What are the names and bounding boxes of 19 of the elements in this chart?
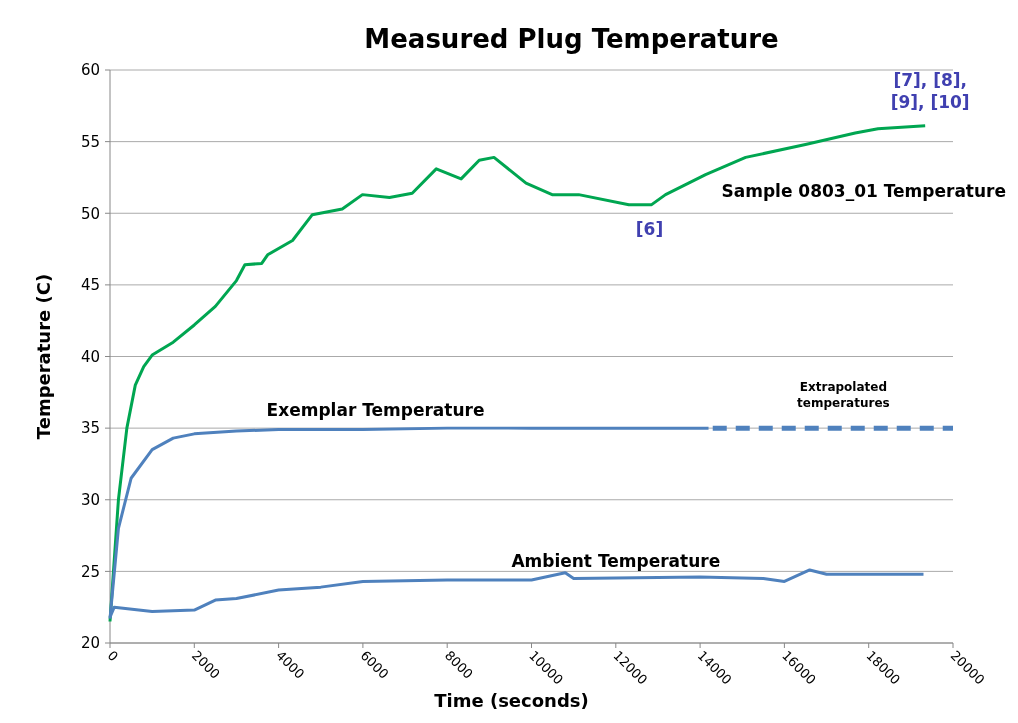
x-tick-label: 0 (104, 647, 122, 665)
y-tick-label: 20 (80, 634, 100, 653)
y-tick-label: 35 (80, 419, 100, 438)
annotation: [6] (635, 218, 664, 239)
annotation: [7], [8], [9], [10] (890, 69, 970, 112)
y-tick-label: 25 (80, 562, 100, 581)
y-tick-label: 30 (80, 491, 100, 509)
y-tick-label: 60 (80, 61, 100, 80)
series-label: Extrapolated temperatures (797, 379, 890, 410)
y-tick-label: 55 (80, 132, 100, 151)
series-label: Ambient Temperature (511, 551, 721, 572)
y-axis-title: Temperature (C) (33, 273, 54, 440)
series-label: Sample 0803_01 Temperature (721, 181, 1006, 202)
y-tick-label: 50 (80, 204, 100, 223)
x-axis-title: Time (seconds) (434, 690, 589, 711)
chart-title: Measured Plug Temperature (364, 24, 779, 54)
series-label: Exemplar Temperature (266, 400, 485, 421)
y-tick-label: 40 (80, 347, 100, 366)
y-tick-label: 45 (80, 276, 100, 295)
